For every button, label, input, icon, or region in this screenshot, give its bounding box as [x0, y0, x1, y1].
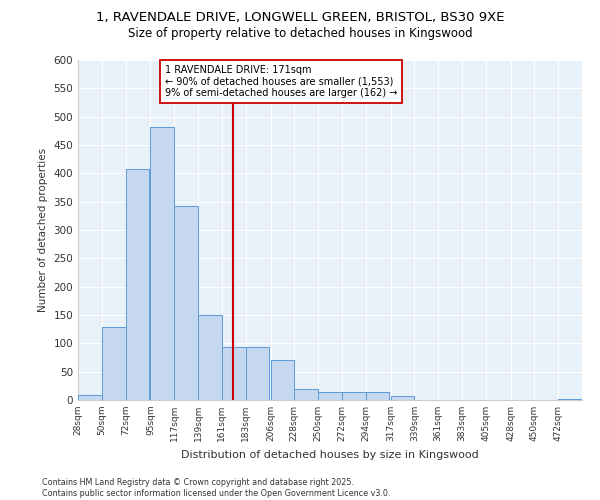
Bar [102, 328, 125, 400]
Bar [271, 360, 295, 400]
Bar [174, 206, 198, 400]
Bar [222, 348, 245, 400]
Text: Size of property relative to detached houses in Kingswood: Size of property relative to detached ho… [128, 28, 472, 40]
Text: Contains HM Land Registry data © Crown copyright and database right 2025.
Contai: Contains HM Land Registry data © Crown c… [42, 478, 391, 498]
Bar [245, 348, 269, 400]
Bar [318, 392, 342, 400]
X-axis label: Distribution of detached houses by size in Kingswood: Distribution of detached houses by size … [181, 450, 479, 460]
Bar [151, 127, 174, 400]
Y-axis label: Number of detached properties: Number of detached properties [38, 148, 48, 312]
Bar [125, 169, 149, 400]
Bar [295, 388, 318, 400]
Bar [198, 315, 222, 400]
Text: 1 RAVENDALE DRIVE: 171sqm
← 90% of detached houses are smaller (1,553)
9% of sem: 1 RAVENDALE DRIVE: 171sqm ← 90% of detac… [164, 64, 397, 98]
Bar [365, 392, 389, 400]
Bar [391, 396, 415, 400]
Bar [78, 396, 102, 400]
Text: 1, RAVENDALE DRIVE, LONGWELL GREEN, BRISTOL, BS30 9XE: 1, RAVENDALE DRIVE, LONGWELL GREEN, BRIS… [96, 11, 504, 24]
Bar [558, 399, 582, 400]
Bar [342, 392, 365, 400]
